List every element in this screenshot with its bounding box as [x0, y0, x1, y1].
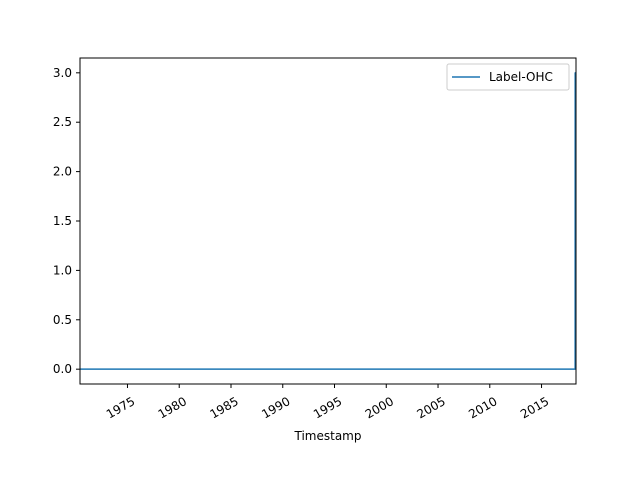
legend-box [446, 63, 570, 91]
y-tick-label: 3.0 [53, 66, 72, 80]
y-tick-label: 1.5 [53, 214, 72, 228]
y-tick-label: 0.0 [53, 362, 72, 376]
legend: Label-OHC [446, 63, 570, 91]
plot-area [80, 58, 576, 384]
x-axis-title: Timestamp [294, 429, 362, 443]
y-tick-label: 0.5 [53, 313, 72, 327]
y-tick-label: 2.5 [53, 115, 72, 129]
y-tick-label: 2.0 [53, 165, 72, 179]
legend-label: Label-OHC [489, 70, 553, 84]
y-tick-label: 1.0 [53, 263, 72, 277]
y-axis-ticks: 0.0 0.5 1.0 1.5 2.0 2.5 3.0 [53, 66, 80, 376]
